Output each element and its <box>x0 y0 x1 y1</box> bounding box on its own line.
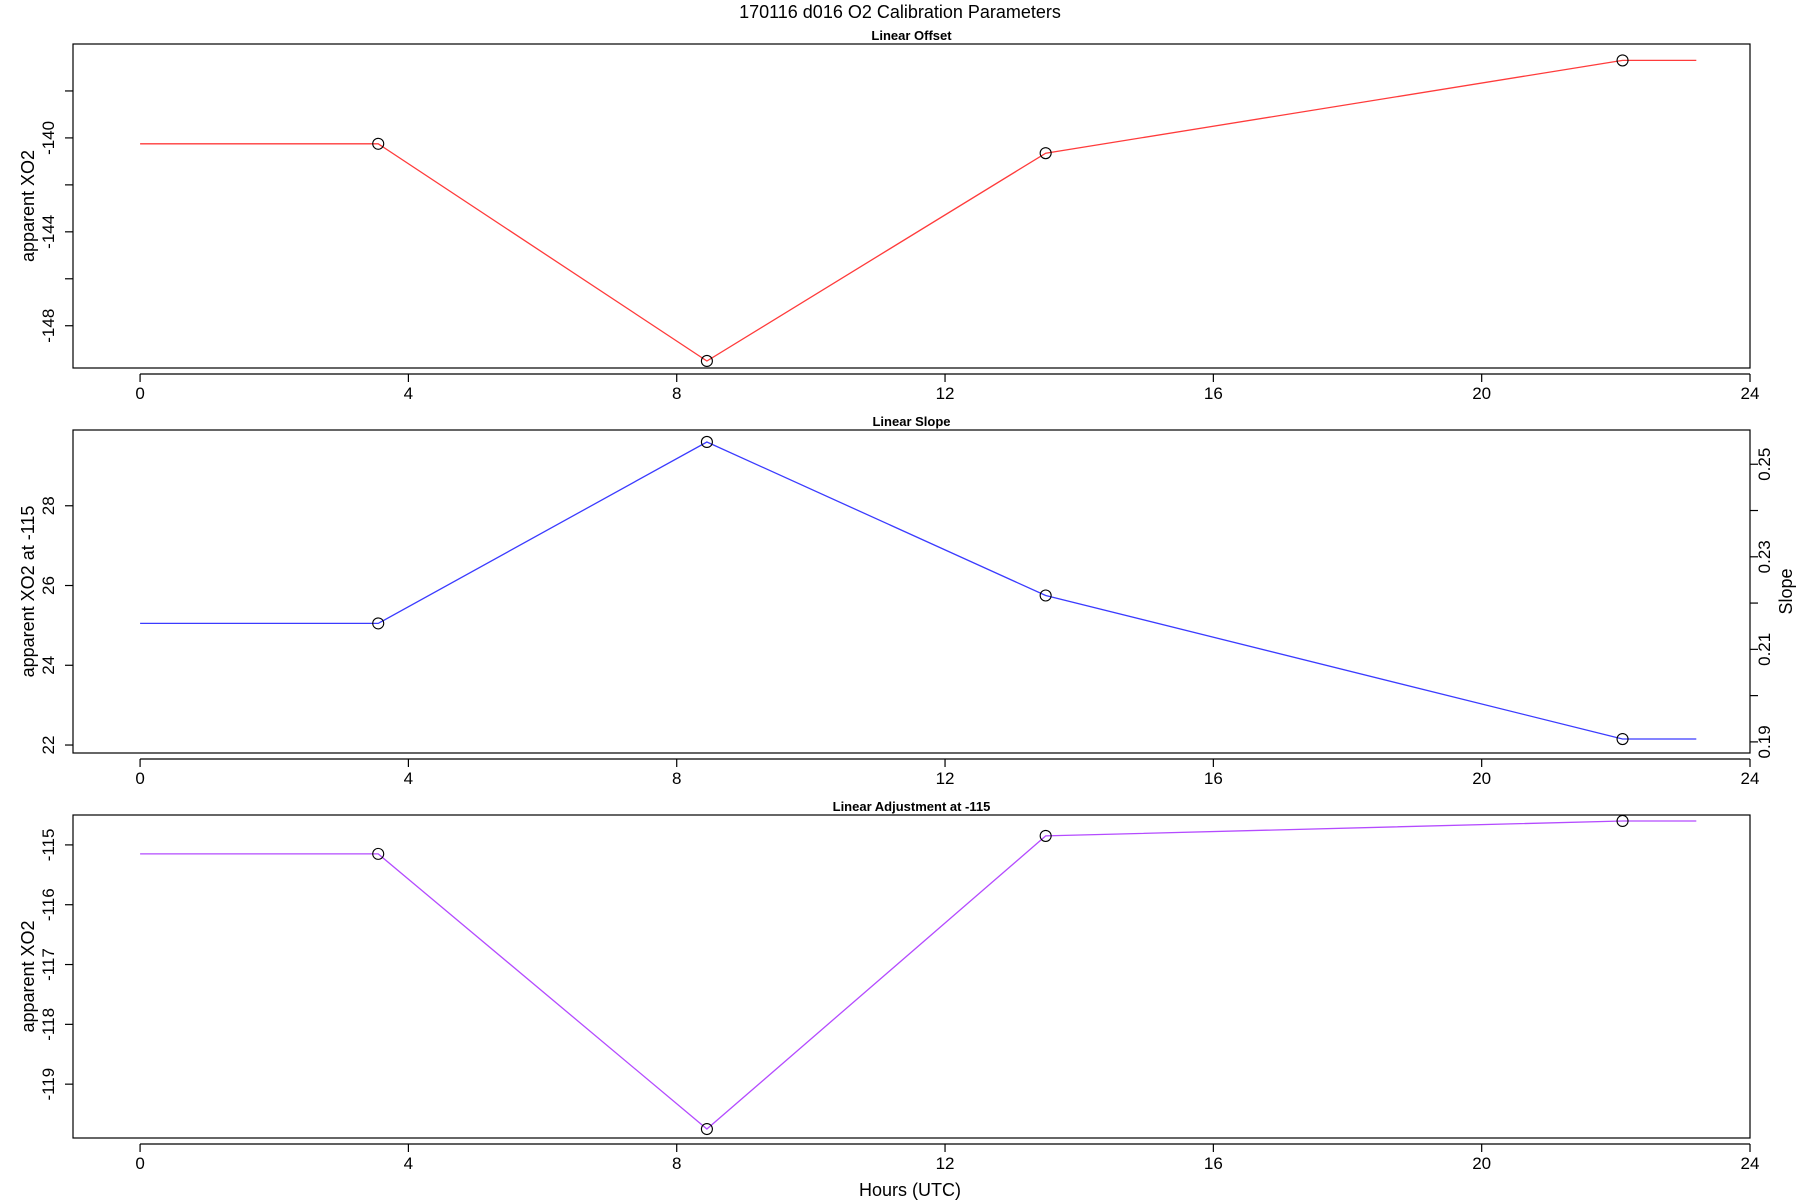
panel-title: Linear Adjustment at -115 <box>833 799 991 814</box>
y2-axis-title: Slope <box>1776 568 1796 614</box>
data-point <box>700 354 713 368</box>
y-axis-title: apparent XO2 at -115 <box>18 506 38 678</box>
x-tick-label: 20 <box>1472 384 1491 403</box>
x-tick-label: 0 <box>135 769 144 788</box>
y-tick-label: -118 <box>39 1008 58 1041</box>
x-tick-label: 4 <box>404 1154 413 1173</box>
chart-panels: Linear Offset 0 4 8 12 16 20 24 -140 -144 -148 appa… <box>18 28 1796 1173</box>
plot-frame <box>72 814 1751 1139</box>
data-point <box>372 137 385 150</box>
y-tick-label: -148 <box>39 309 58 343</box>
data-point <box>1039 829 1052 842</box>
y-tick-label: -140 <box>39 121 58 155</box>
data-point <box>1616 54 1629 67</box>
data-point <box>372 847 385 860</box>
x-tick-label: 24 <box>1741 1154 1760 1173</box>
y-tick-label: 26 <box>39 576 58 595</box>
series-line <box>140 59 1697 362</box>
x-tick-label: 24 <box>1741 384 1760 403</box>
y-tick-label: -119 <box>39 1068 58 1101</box>
x-tick-label: 8 <box>672 1154 681 1173</box>
x-tick-label: 0 <box>135 384 144 403</box>
data-point <box>1616 732 1629 746</box>
data-point <box>1616 814 1629 828</box>
data-point <box>372 617 385 630</box>
x-tick-label: 4 <box>404 384 413 403</box>
plot-frame <box>72 429 1751 754</box>
x-tick-label: 16 <box>1204 1154 1223 1173</box>
x-tick-label: 16 <box>1204 384 1223 403</box>
y-tick-label: 24 <box>39 656 58 675</box>
data-point <box>700 435 713 449</box>
x-axis-title: Hours (UTC) <box>859 1180 961 1200</box>
x-tick-label: 12 <box>936 384 955 403</box>
series-line <box>140 441 1697 740</box>
x-tick-label: 12 <box>936 769 955 788</box>
y2-tick-label: 0.23 <box>1755 540 1774 573</box>
x-tick-label: 24 <box>1741 769 1760 788</box>
y-tick-label: -115 <box>39 829 58 862</box>
y2-tick-label: 0.19 <box>1755 725 1774 758</box>
y-tick-label: -116 <box>39 888 58 921</box>
x-tick-label: 8 <box>672 769 681 788</box>
x-tick-label: 0 <box>135 1154 144 1173</box>
x-tick-label: 4 <box>404 769 413 788</box>
y2-tick-label: 0.21 <box>1755 633 1774 666</box>
panel-2: Linear Slope 0 4 8 12 16 20 24 22 24 26 28apparent … <box>18 414 1796 788</box>
data-point <box>1039 589 1052 602</box>
y-axis-title: apparent XO2 <box>18 920 38 1032</box>
y-axis-title: apparent XO2 <box>18 150 38 262</box>
y2-tick-label: 0.25 <box>1755 448 1774 481</box>
x-tick-label: 12 <box>936 1154 955 1173</box>
x-tick-label: 8 <box>672 384 681 403</box>
figure-title: 170116 d016 O2 Calibration Parameters <box>739 2 1061 22</box>
y-tick-label: 22 <box>39 736 58 755</box>
y-tick-label: 28 <box>39 496 58 515</box>
panel-title: Linear Offset <box>871 28 952 43</box>
series-line <box>140 820 1697 1130</box>
panel-1: Linear Offset 0 4 8 12 16 20 24 -140 -144 -148 appa… <box>18 28 1759 403</box>
panel-title: Linear Slope <box>872 414 950 429</box>
y-tick-label: -117 <box>39 948 58 981</box>
y-tick-label: -144 <box>39 215 58 249</box>
x-tick-label: 16 <box>1204 769 1223 788</box>
data-point <box>700 1122 713 1136</box>
data-point <box>1039 147 1052 160</box>
plot-frame <box>72 43 1751 369</box>
x-tick-label: 20 <box>1472 769 1491 788</box>
x-tick-label: 20 <box>1472 1154 1491 1173</box>
panel-3: Linear Adjustment at -115 0 4 8 12 16 20 24 -115… <box>18 799 1759 1173</box>
